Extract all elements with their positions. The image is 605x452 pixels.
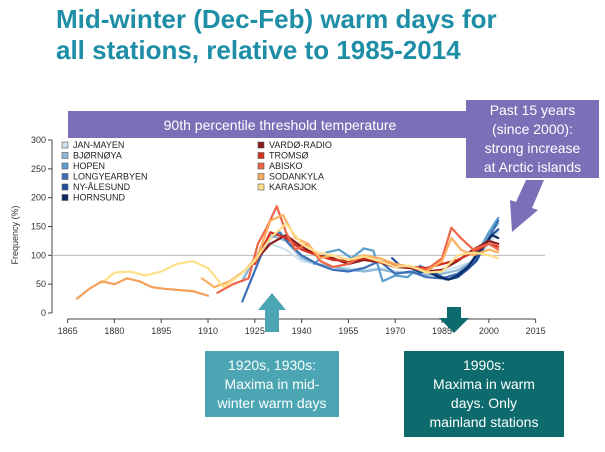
series-line	[100, 222, 500, 289]
x-tick-label: 2015	[526, 326, 546, 336]
x-tick-label: 1880	[104, 326, 124, 336]
legend-swatch	[61, 173, 69, 180]
x-tick-label: 1940	[292, 326, 312, 336]
legend-swatch	[61, 162, 69, 170]
legend-label: SODANKYLA	[269, 172, 324, 182]
slide-title-line-1: Mid-winter (Dec-Feb) warm days for	[56, 4, 497, 34]
x-tick-label: 1865	[58, 326, 78, 336]
y-tick-label: 250	[31, 164, 46, 174]
recent-note-line-4: at Arctic islands	[483, 159, 582, 175]
x-tick-label: 1895	[151, 326, 171, 336]
legend-swatch	[61, 152, 69, 159]
y-tick-label: 100	[31, 250, 46, 260]
callout-1990s-line-3: days. Only	[450, 395, 518, 411]
legend-label: LONGYEARBYEN	[73, 172, 148, 182]
callout-1920s: 1920s, 1930s: Maxima in mid- winter warm…	[205, 351, 339, 417]
legend-label: HORNSUND	[73, 193, 126, 203]
legend-swatch	[257, 183, 265, 191]
x-tick-label: 1910	[198, 326, 218, 336]
legend-label: NY-ÅLESUND	[73, 182, 131, 192]
threshold-label: 90th percentile threshold temperature	[163, 116, 397, 133]
legend-swatch	[257, 152, 265, 159]
legend-swatch	[61, 141, 69, 149]
threshold-banner: 90th percentile threshold temperature	[68, 111, 492, 138]
recent-note-line-2: (since 2000):	[492, 121, 573, 137]
x-tick-label: 1970	[385, 326, 405, 336]
y-axis-title: Frequency (%)	[10, 205, 20, 264]
x-tick-label: 2000	[479, 326, 499, 336]
series-line	[75, 277, 210, 300]
legend-label: ABISKO	[269, 161, 303, 171]
callout-1920s-line-1: 1920s, 1930s:	[228, 356, 316, 373]
y-tick-label: 300	[31, 135, 46, 145]
callout-1990s-line-1: 1990s:	[462, 357, 506, 373]
chart-legend: JAN-MAYENBJØRNØYAHOPENLONGYEARBYENNY-ÅLE…	[56, 139, 332, 214]
callout-1920s-line-3: winter warm days	[217, 394, 327, 411]
legend-label: KARASJOK	[269, 182, 317, 192]
y-tick-label: 150	[31, 222, 46, 232]
y-tick-label: 50	[36, 279, 46, 289]
series-line	[241, 231, 500, 280]
legend-label: JAN-MAYEN	[73, 140, 124, 150]
legend-label: TROMSØ	[269, 151, 309, 161]
recent-note-line-3: strong increase	[484, 140, 581, 156]
legend-swatch	[257, 173, 265, 180]
callout-1990s-line-2: Maxima in warm	[433, 376, 535, 392]
callout-1990s-line-4: mainland stations	[429, 414, 539, 430]
legend-background	[56, 139, 240, 214]
legend-swatch	[61, 194, 69, 201]
series-lines	[75, 205, 500, 303]
slide-title-line-2: all stations, relative to 1985-2014	[56, 35, 461, 65]
recent-years-note: Past 15 years (since 2000): strong incre…	[466, 100, 599, 178]
series-line	[241, 222, 500, 283]
slide-title: Mid-winter (Dec-Feb) warm days for all s…	[56, 4, 596, 66]
y-tick-label: 200	[31, 193, 46, 203]
callout-1990s: 1990s: Maxima in warm days. Only mainlan…	[404, 351, 564, 437]
y-tick-label: 0	[41, 308, 46, 318]
series-line	[216, 205, 500, 294]
legend-label: HOPEN	[73, 161, 105, 171]
callout-1920s-line-2: Maxima in mid-	[224, 375, 320, 392]
x-tick-label: 1925	[245, 326, 265, 336]
legend-swatch	[257, 141, 265, 149]
legend-swatch	[257, 162, 265, 170]
legend-swatch	[61, 183, 69, 191]
x-tick-label: 1985	[432, 326, 452, 336]
x-tick-label: 1955	[338, 326, 358, 336]
recent-note-line-1: Past 15 years	[489, 102, 576, 118]
legend-label: BJØRNØYA	[73, 151, 122, 161]
legend-label: VARDØ-RADIO	[269, 140, 332, 150]
chart-axes: 0 50 100 150 200 250 300 1865 1880 1895 1910 1925 19…	[31, 135, 546, 336]
series-line	[419, 234, 500, 281]
